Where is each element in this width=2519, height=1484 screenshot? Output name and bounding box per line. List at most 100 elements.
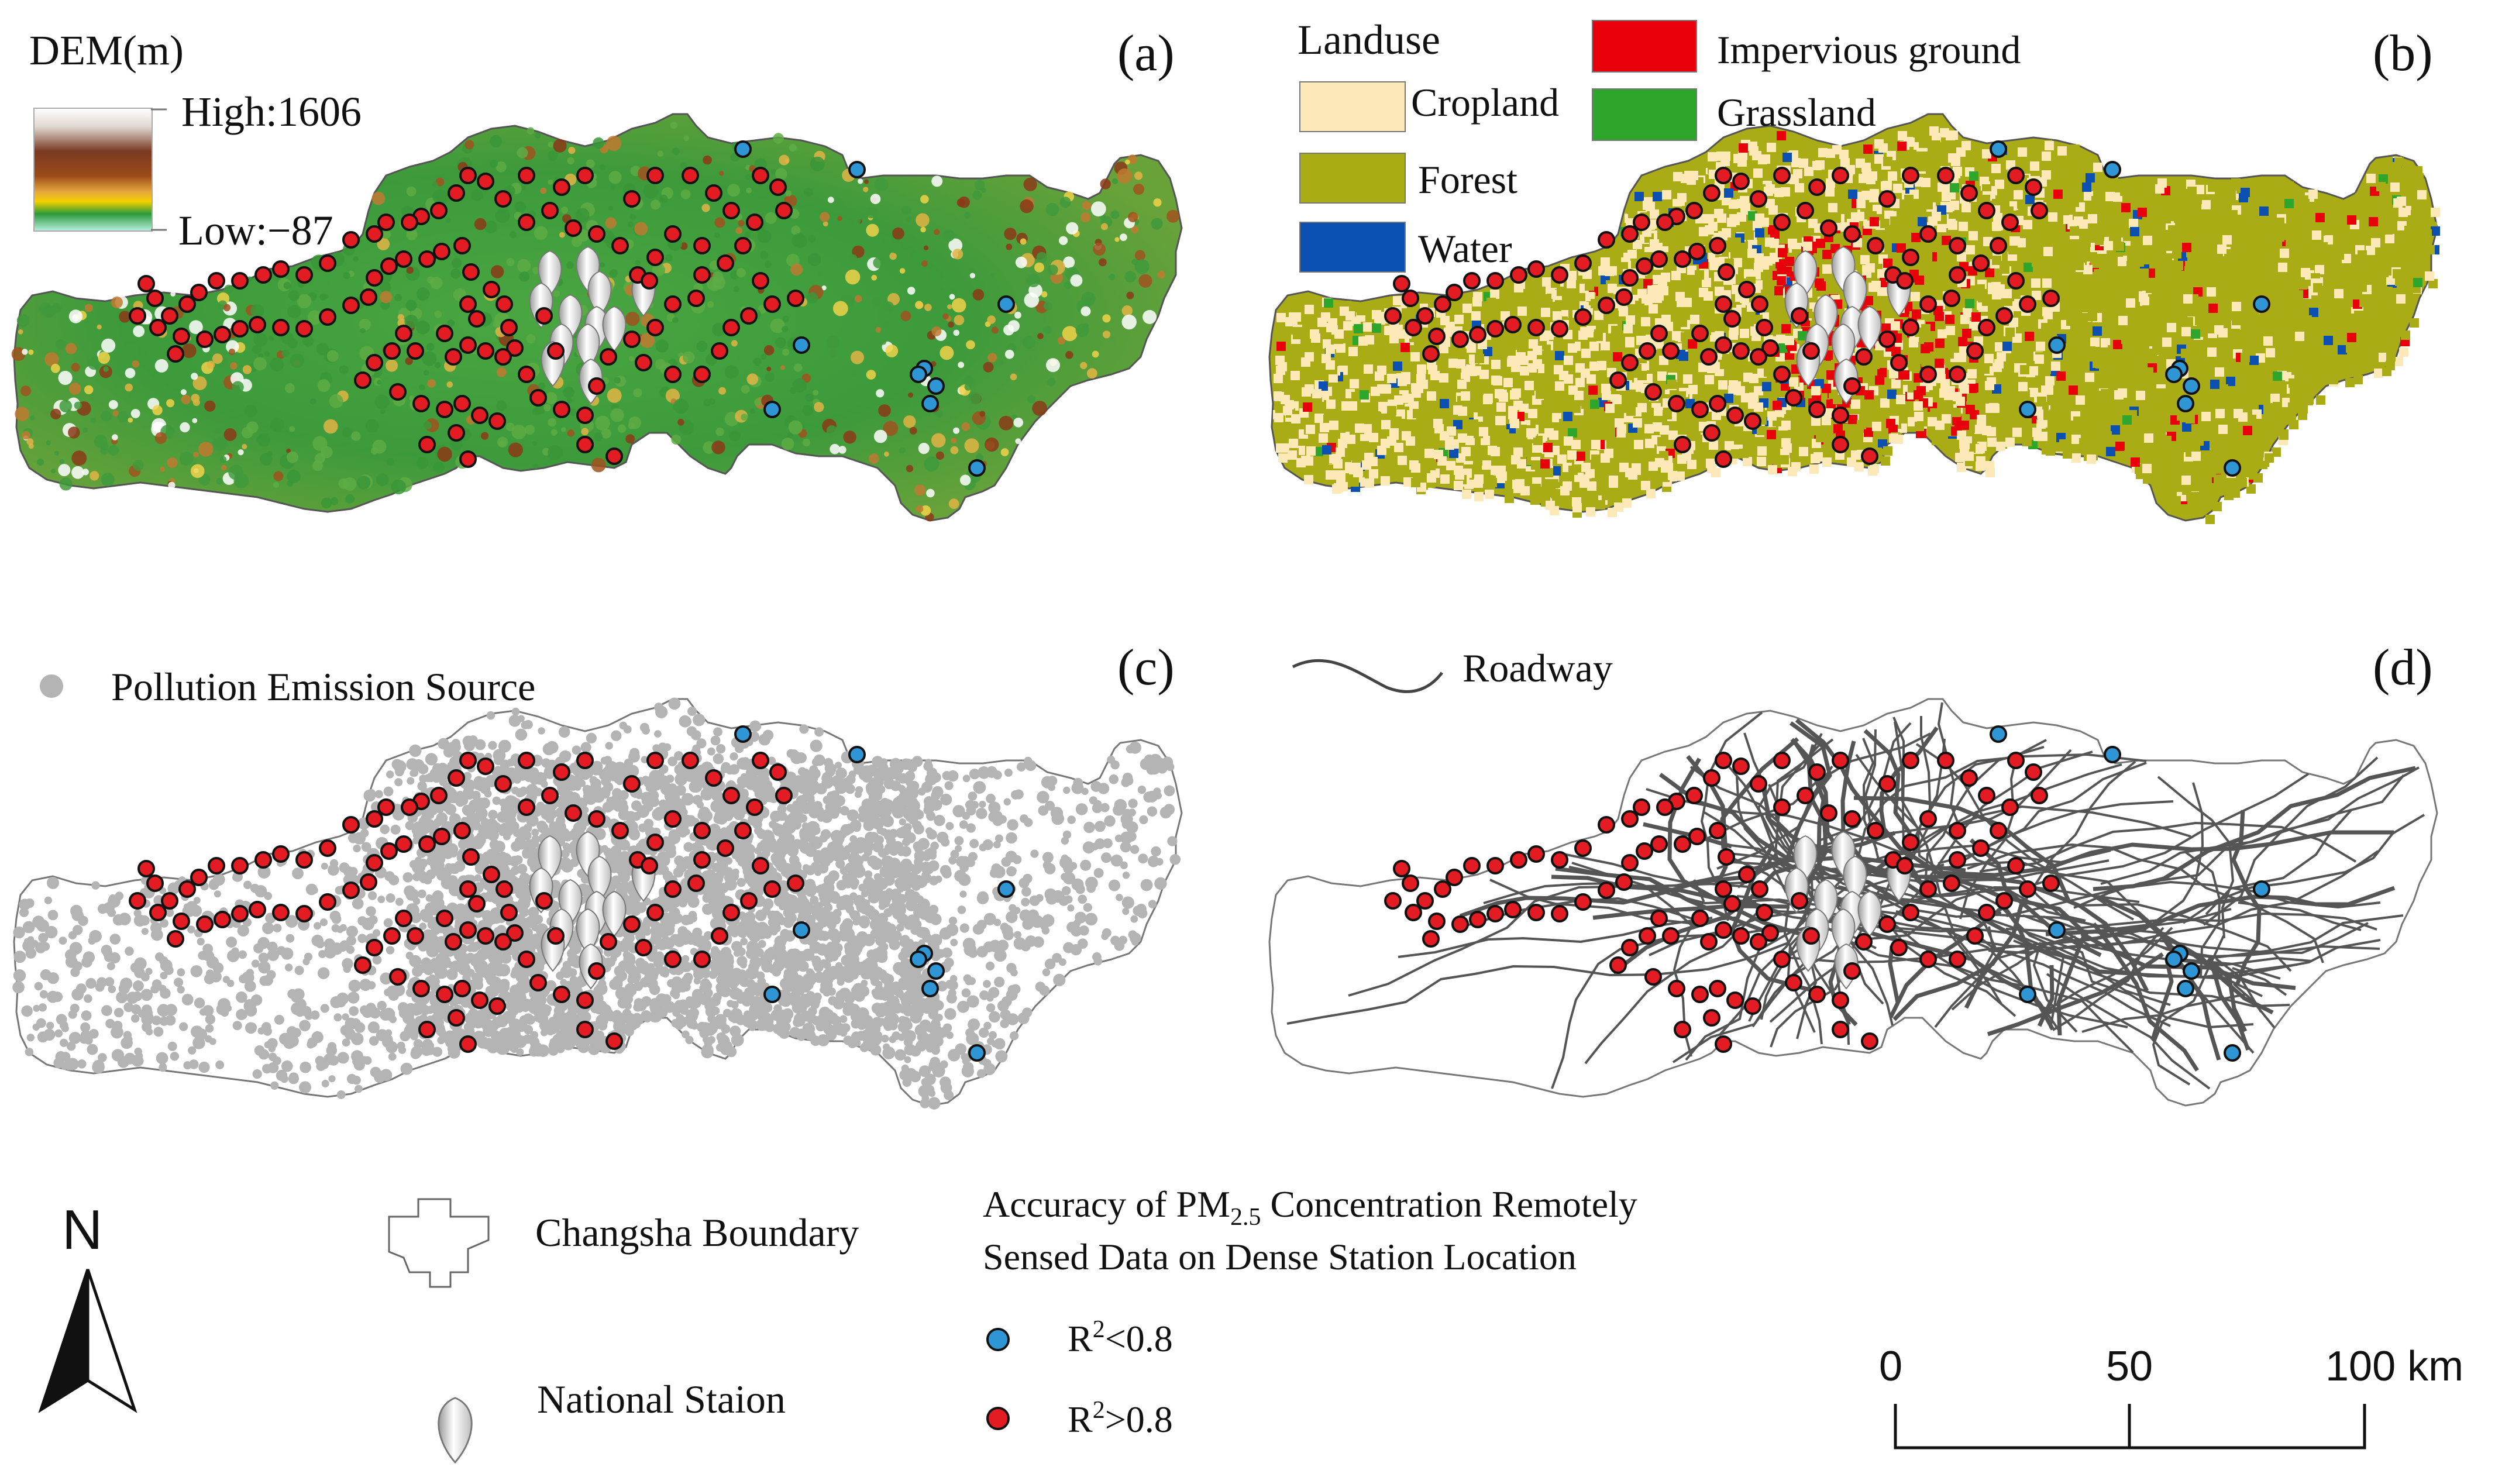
landuse-cell — [1350, 379, 1359, 388]
landuse-cell — [2305, 205, 2315, 214]
landuse-cell — [1402, 394, 1412, 403]
landuse-cell — [1392, 416, 1402, 426]
landuse-cell — [1479, 427, 1488, 436]
landuse-cell — [1788, 467, 1797, 476]
landuse-cell — [1822, 457, 1832, 467]
landuse-cell — [1957, 252, 1966, 261]
dem-relief-cell — [951, 438, 957, 444]
pollution-source-dot — [47, 877, 56, 886]
dem-relief-cell — [101, 442, 109, 451]
dense-station-high-r2 — [2031, 202, 2048, 219]
dense-station-high-r2 — [576, 167, 594, 184]
pollution-source-dot — [1030, 849, 1039, 858]
landuse-cell — [2394, 250, 2404, 259]
landuse-cell — [2121, 203, 2131, 212]
landuse-cell — [1450, 439, 1459, 449]
dense-station-high-r2 — [1808, 401, 1826, 418]
dem-relief-cell — [242, 365, 252, 374]
dem-relief-cell — [324, 419, 338, 434]
landuse-cell — [1921, 178, 1930, 187]
dem-relief-cell — [71, 363, 80, 372]
landuse-cell — [2341, 205, 2350, 215]
dem-relief-cell — [464, 140, 474, 150]
dense-station-high-r2 — [1855, 348, 1873, 366]
dem-relief-cell — [999, 415, 1014, 431]
dem-relief-cell — [935, 451, 944, 460]
landuse-cell — [2063, 263, 2073, 273]
dense-station-high-r2 — [722, 202, 740, 219]
landuse-cell — [1714, 209, 1723, 218]
landuse-cell — [2112, 207, 2121, 216]
landuse-cell — [2369, 217, 2378, 226]
landuse-cell — [1304, 475, 1313, 484]
landuse-cell — [2329, 375, 2338, 384]
landuse-cell — [2250, 314, 2260, 323]
landuse-cell — [2048, 212, 2057, 222]
landuse-cell — [2074, 340, 2084, 349]
dem-relief-cell — [1102, 330, 1111, 339]
landuse-cell — [1626, 218, 1635, 227]
landuse-cell — [2182, 243, 2191, 252]
dem-relief-cell — [532, 407, 541, 415]
landuse-cell — [2207, 494, 2217, 503]
legend-swatch-cropland — [1299, 81, 1406, 132]
landuse-cell — [1568, 428, 1577, 438]
landuse-cell — [1312, 389, 1322, 398]
landuse-cell — [1938, 183, 1947, 192]
landuse-cell — [1301, 357, 1310, 367]
dem-relief-cell — [920, 195, 929, 204]
landuse-cell — [1472, 297, 1482, 307]
landuse-cell — [1880, 219, 1890, 228]
dem-relief-cell — [317, 379, 331, 392]
landuse-cell — [1891, 347, 1901, 356]
landuse-cell — [1962, 329, 1971, 338]
dense-station-high-r2 — [401, 214, 418, 231]
dem-relief-cell — [422, 351, 437, 366]
landuse-cell — [1693, 302, 1702, 311]
landuse-cell — [1870, 189, 1879, 198]
dense-station-high-r2 — [295, 320, 313, 338]
dem-relief-cell — [65, 343, 77, 354]
dem-relief-cell — [1133, 184, 1145, 195]
landuse-cell — [2087, 455, 2096, 464]
landuse-cell — [2378, 163, 2387, 173]
landuse-cell — [2347, 280, 2356, 289]
dem-relief-cell — [154, 432, 167, 444]
landuse-cell — [2238, 383, 2247, 392]
pollution-source-dot — [409, 744, 422, 757]
landuse-cell — [2063, 423, 2073, 432]
dense-station-high-r2 — [366, 354, 383, 371]
landuse-cell — [1739, 143, 1748, 153]
dem-relief-cell — [532, 463, 539, 469]
dem-relief-cell — [380, 291, 393, 304]
dense-station-high-r2 — [547, 342, 565, 360]
dem-relief-cell — [1099, 258, 1107, 267]
landuse-cell — [2156, 223, 2166, 233]
landuse-cell — [1928, 417, 1937, 426]
landuse-cell — [1406, 436, 1415, 446]
landuse-cell — [2290, 349, 2299, 359]
dense-station-high-r2 — [1691, 401, 1709, 418]
landuse-cell — [2259, 206, 2269, 216]
landuse-cell — [2152, 433, 2161, 442]
dem-relief-cell — [192, 418, 198, 423]
dem-relief-cell — [908, 392, 913, 398]
landuse-cell — [1424, 449, 1434, 458]
dem-relief-cell — [983, 361, 994, 373]
dem-relief-cell — [496, 400, 507, 411]
dem-relief-cell — [966, 312, 974, 319]
dense-station-high-r2 — [1463, 272, 1481, 290]
landuse-cell — [2204, 232, 2214, 241]
dem-relief-cell — [625, 311, 640, 326]
dem-relief-cell — [329, 394, 343, 408]
dem-relief-cell — [510, 231, 517, 239]
landuse-cell — [1938, 329, 1947, 338]
dem-relief-cell — [714, 232, 720, 238]
landuse-cell — [1461, 447, 1471, 456]
landuse-cell — [1387, 374, 1396, 383]
dem-relief-cell — [1153, 198, 1162, 207]
dem-relief-cell — [281, 349, 290, 357]
landuse-cell — [1559, 371, 1568, 380]
landuse-cell — [2313, 283, 2322, 292]
landuse-cell — [1781, 438, 1791, 447]
